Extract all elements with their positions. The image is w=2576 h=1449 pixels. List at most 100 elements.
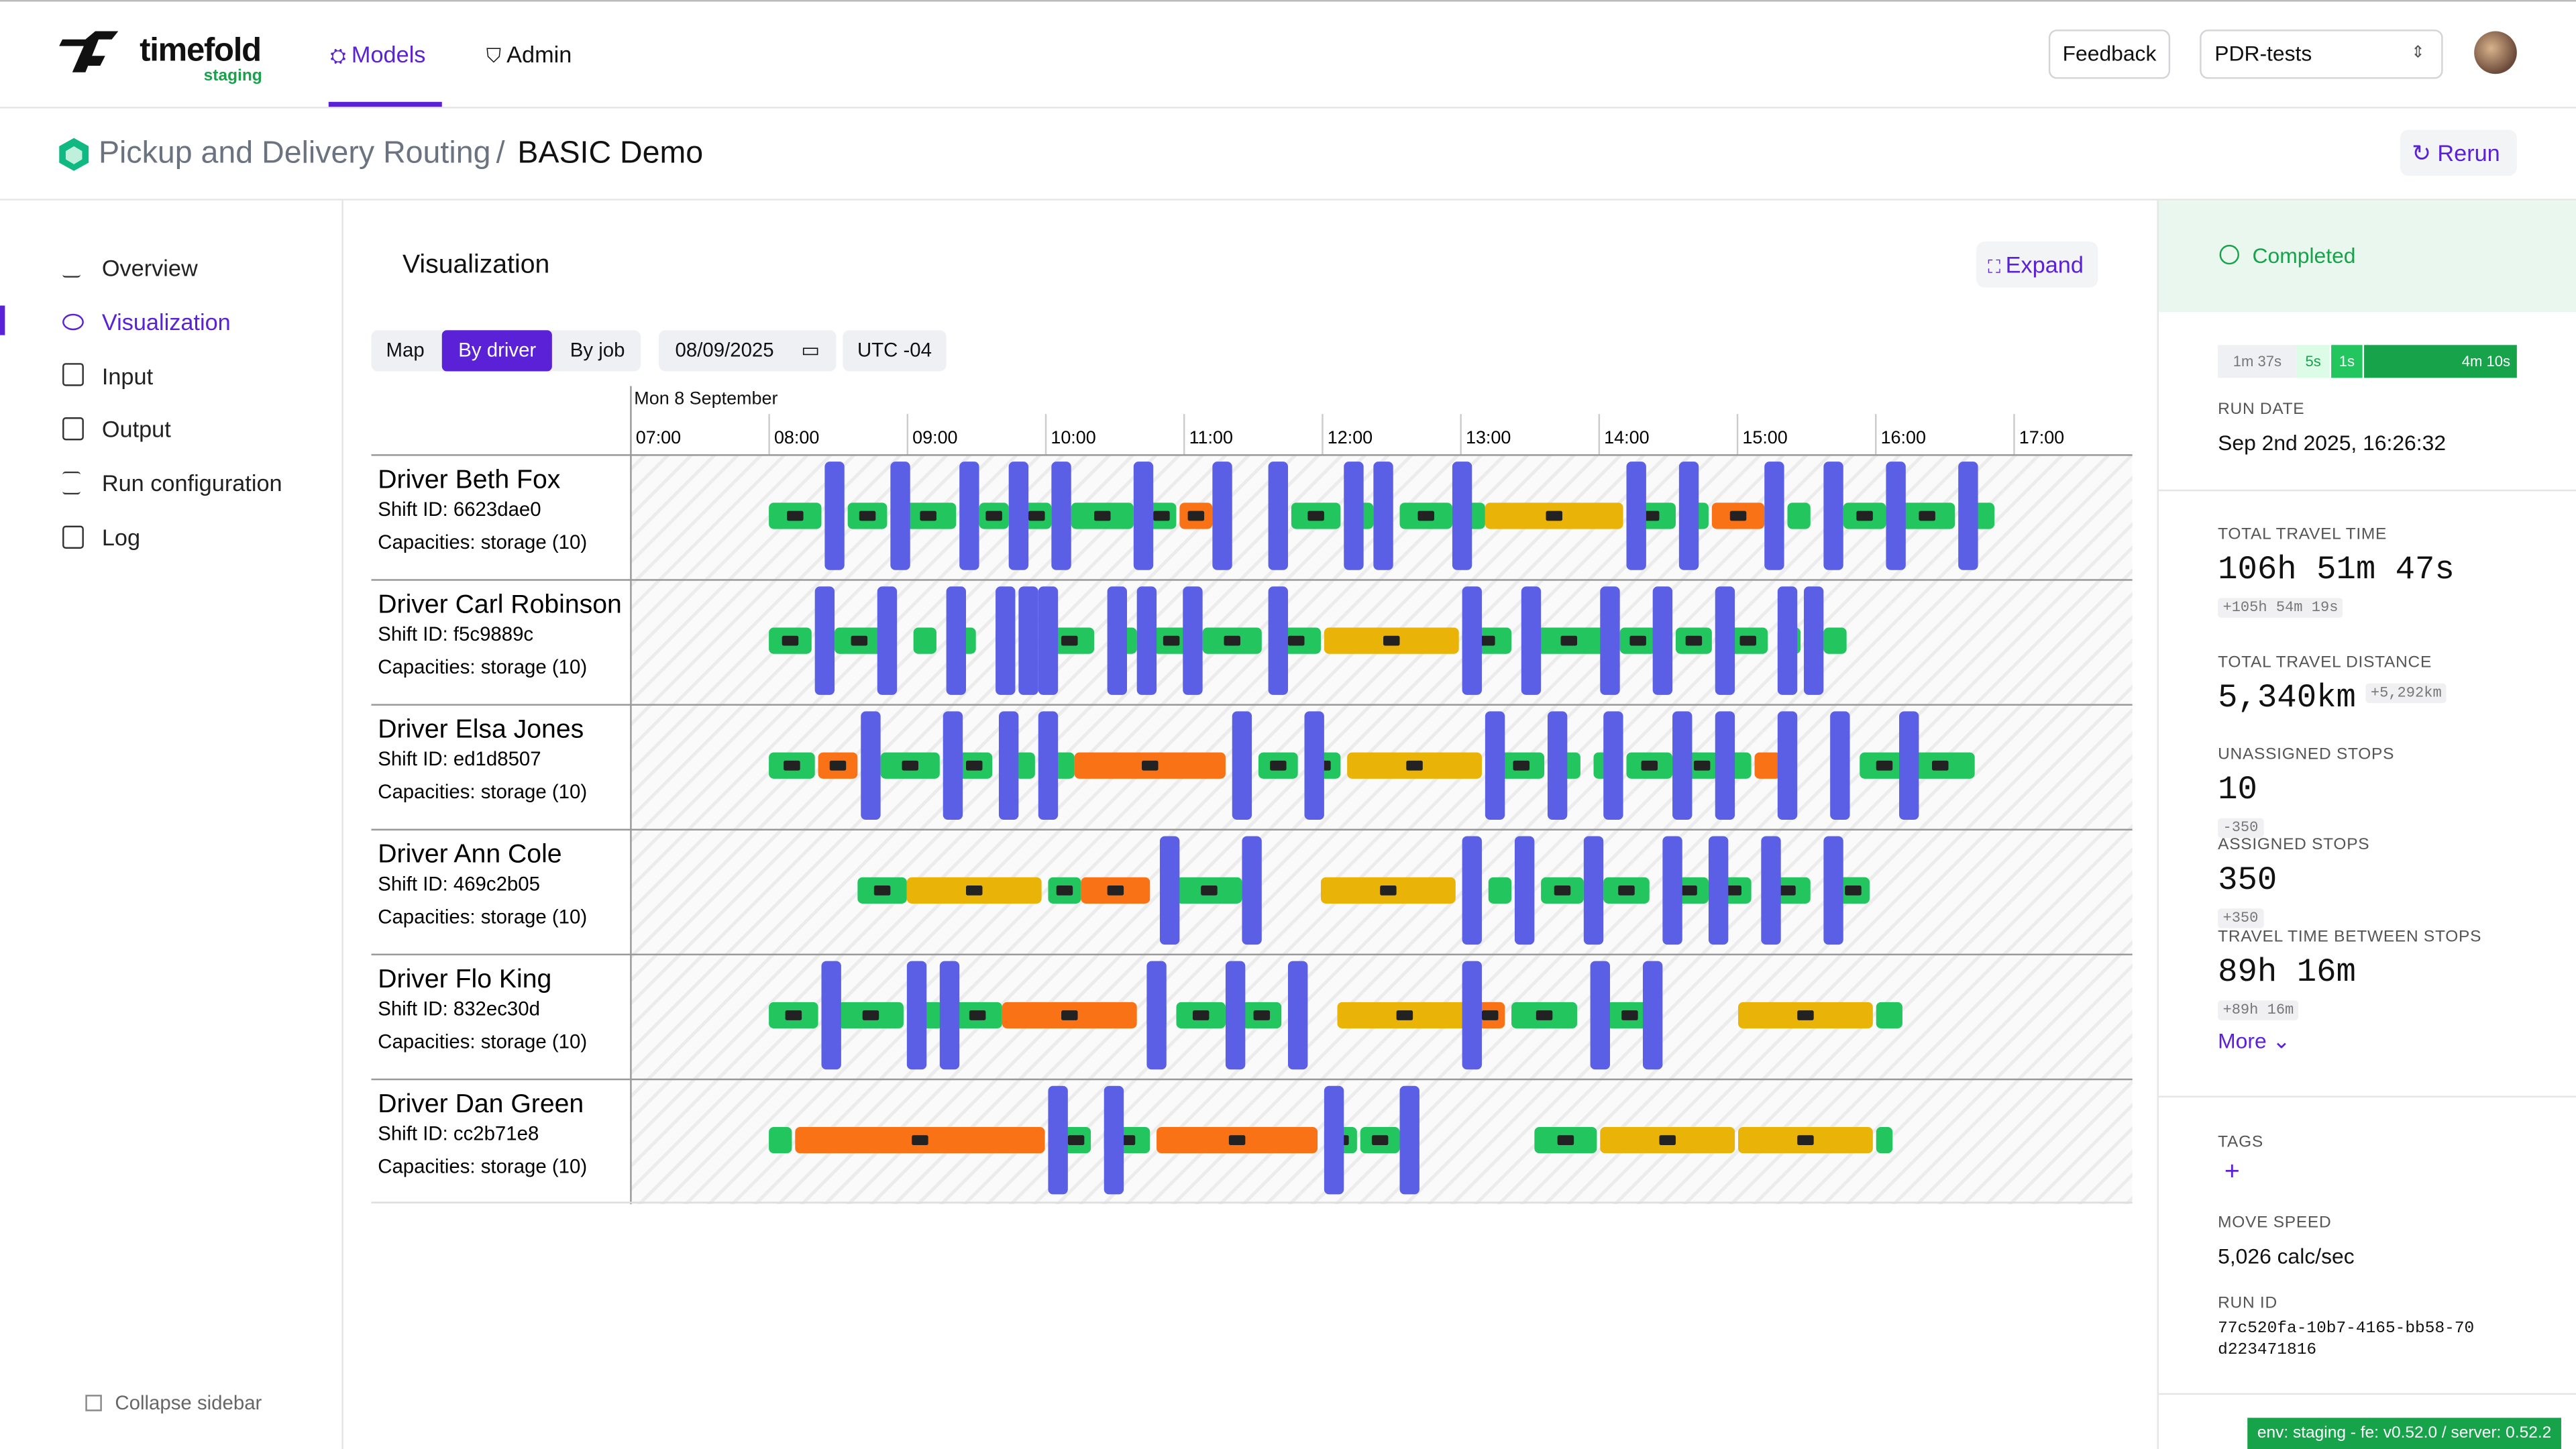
visit-block — [1399, 1085, 1419, 1195]
collapse-sidebar[interactable]: Collapse sidebar — [115, 1391, 262, 1415]
sidebar-item[interactable]: Log — [101, 524, 141, 551]
visit-block — [1830, 711, 1850, 820]
block-icon — [985, 511, 1002, 521]
nav-label: Models — [351, 41, 426, 68]
block-icon — [1107, 885, 1124, 896]
visit-block — [998, 711, 1019, 820]
tab[interactable]: By job — [570, 338, 625, 362]
travel-block — [1823, 627, 1847, 654]
sidebar-item[interactable]: Output — [101, 415, 171, 442]
block-icon — [859, 511, 876, 521]
block-icon — [1797, 1135, 1814, 1145]
block-icon — [1383, 635, 1400, 646]
project-name: PDR-tests — [2214, 41, 2312, 66]
block-icon — [1371, 1135, 1389, 1145]
visit-block — [1886, 462, 1906, 570]
visit-block — [877, 586, 898, 695]
driver-name: Driver Ann Cole — [378, 840, 561, 869]
block-icon — [1201, 885, 1218, 896]
nav-admin[interactable]: ⛉ Admin — [486, 41, 572, 68]
block-icon — [1481, 1010, 1499, 1020]
date-input[interactable]: 08/09/2025 ▭ — [659, 330, 837, 372]
avatar[interactable] — [2474, 31, 2517, 74]
block-icon — [1554, 885, 1571, 896]
feedback-button[interactable]: Feedback — [2048, 30, 2171, 79]
block-icon — [1659, 1135, 1676, 1145]
breadcrumb-border — [0, 199, 2576, 201]
metric-delta: +350 — [2218, 908, 2263, 928]
visit-block — [1452, 462, 1472, 570]
travel-block — [1787, 502, 1811, 529]
visit-block — [1038, 586, 1059, 695]
block-icon — [1729, 511, 1747, 521]
visit-block — [1324, 1085, 1344, 1195]
block-icon — [1224, 635, 1240, 646]
visit-block — [1008, 462, 1029, 570]
status-state: Completed — [2252, 243, 2356, 268]
visit-block — [1715, 711, 1735, 820]
hour-label: 07:00 — [636, 427, 681, 447]
divider — [2158, 1095, 2576, 1097]
visit-block — [1715, 586, 1735, 695]
sidebar-item[interactable]: Run configuration — [101, 470, 282, 496]
visit-block — [946, 586, 967, 695]
block-icon — [1876, 760, 1893, 771]
metric-value: 106h 51m 47s — [2218, 551, 2455, 590]
visit-block — [1462, 961, 1482, 1070]
visit-block — [1133, 462, 1154, 570]
breadcrumb-parent[interactable]: Pickup and Delivery Routing — [98, 136, 491, 171]
rerun-button[interactable]: ↻ Rerun — [2400, 129, 2517, 176]
nav-active-underline — [328, 101, 442, 107]
block-icon — [1253, 1010, 1271, 1020]
metric-delta: +89h 16m — [2218, 1000, 2299, 1020]
block-icon — [1546, 511, 1562, 521]
move-speed-label: MOVE SPEED — [2218, 1214, 2332, 1232]
visit-block — [1038, 711, 1059, 820]
hour-label: 14:00 — [1604, 427, 1649, 447]
divider — [2158, 489, 2576, 492]
visit-block — [906, 961, 927, 1070]
expand-button[interactable]: ⛶ Expand — [1976, 241, 2098, 288]
metric-delta: +5,292km — [2365, 683, 2447, 704]
visit-block — [1626, 462, 1646, 570]
visit-block — [1652, 586, 1673, 695]
sidebar-item[interactable]: Visualization — [101, 309, 231, 335]
run-id-label: RUN ID — [2218, 1294, 2277, 1313]
top-edge — [0, 0, 2576, 2]
visit-block — [1018, 586, 1038, 695]
block-icon — [785, 1010, 802, 1020]
visit-block — [890, 462, 910, 570]
block-icon — [1680, 885, 1697, 896]
more-button[interactable]: More ⌄ — [2218, 1028, 2291, 1053]
env-footer: env: staging - fe: v0.52.0 / server: 0.5… — [2247, 1417, 2561, 1449]
block-icon — [1618, 885, 1635, 896]
tab[interactable]: By driver — [458, 338, 537, 362]
sidebar-active-indicator — [0, 305, 5, 335]
block-icon — [1380, 885, 1397, 896]
metric-delta: -350 — [2218, 818, 2263, 838]
block-icon — [1187, 511, 1205, 521]
nav-models[interactable]: ⛭ Models — [330, 41, 426, 68]
sidebar-item[interactable]: Overview — [101, 254, 198, 281]
nav-label: Admin — [506, 41, 572, 68]
visit-block — [1514, 836, 1535, 945]
phase-label: 4m 10s — [2461, 353, 2511, 370]
block-icon — [1094, 511, 1111, 521]
block-icon — [1163, 635, 1180, 646]
tab[interactable]: Map — [386, 338, 425, 362]
panel-border — [2157, 200, 2159, 1449]
block-icon — [1061, 635, 1078, 646]
overview-icon — [62, 256, 81, 278]
driver-name: Driver Elsa Jones — [378, 715, 584, 744]
block-icon — [1629, 635, 1646, 646]
day-label: Mon 8 September — [634, 389, 778, 409]
add-tag[interactable]: + — [2224, 1158, 2240, 1187]
project-select[interactable]: PDR-tests ⇕ — [2200, 30, 2443, 79]
metric-value: 89h 16m — [2218, 954, 2356, 993]
timezone[interactable]: UTC -04 — [843, 330, 947, 372]
sidebar-item[interactable]: Input — [101, 363, 154, 390]
phase: 5s — [2296, 345, 2330, 378]
visit-block — [1761, 836, 1781, 945]
visit-block — [1304, 711, 1324, 820]
input-icon — [62, 363, 84, 386]
